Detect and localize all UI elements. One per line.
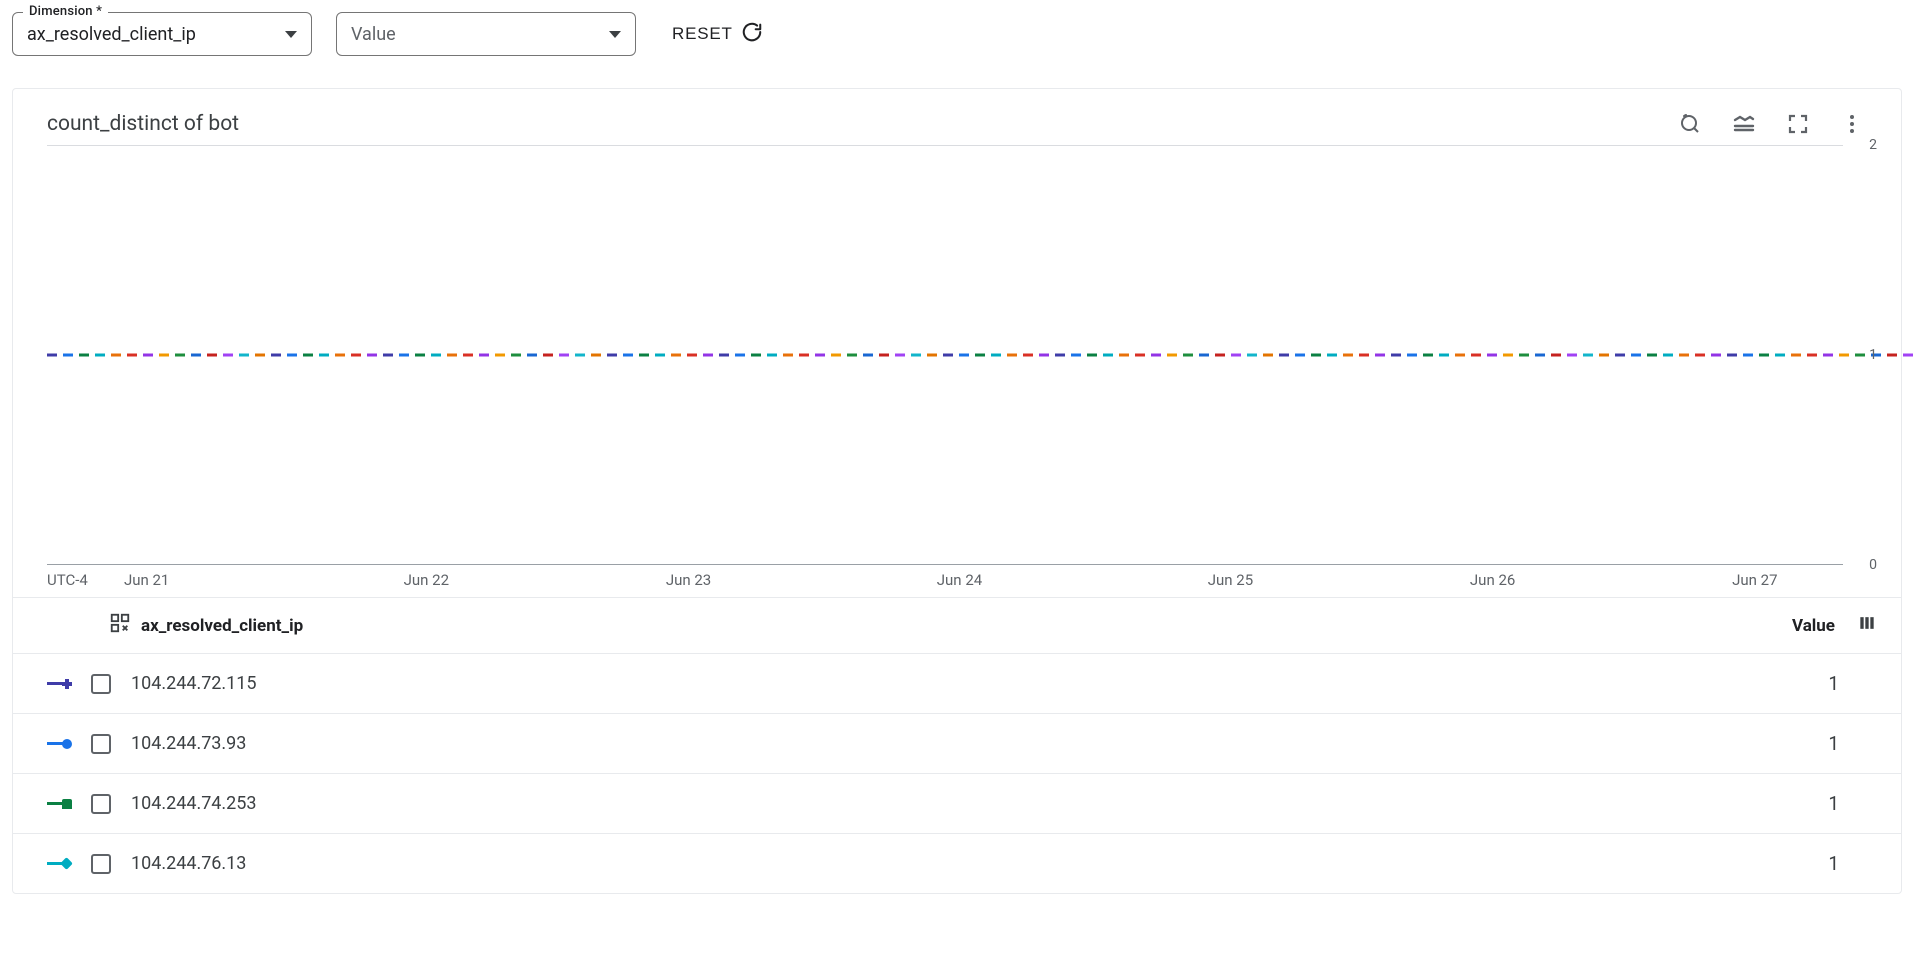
series-label: 104.244.76.13 <box>131 853 1828 874</box>
x-tick: Jun 25 <box>1208 571 1253 589</box>
reset-button-label: RESET <box>672 24 733 44</box>
legend-row[interactable]: 104.244.74.2531 <box>13 774 1901 834</box>
series-label: 104.244.73.93 <box>131 733 1828 754</box>
series-glyph <box>47 739 81 749</box>
chevron-down-icon <box>609 31 621 38</box>
series-checkbox[interactable] <box>91 794 111 814</box>
y-tick: 0 <box>1861 557 1877 573</box>
chart-title: count_distinct of bot <box>47 112 1677 136</box>
x-tick: Jun 27 <box>1732 571 1777 589</box>
dimension-select-label: Dimension * <box>23 4 108 19</box>
x-tick: Jun 24 <box>937 571 982 589</box>
timezone-label: UTC-4 <box>47 571 95 593</box>
y-tick: 1 <box>1861 347 1877 363</box>
reset-button[interactable]: RESET <box>660 13 775 56</box>
zoom-reset-icon[interactable] <box>1677 111 1703 137</box>
chart-plot[interactable]: 210 <box>13 145 1901 565</box>
series-value: 1 <box>1828 672 1877 695</box>
series-line <box>47 354 1843 357</box>
legend-row[interactable]: 104.244.73.931 <box>13 714 1901 774</box>
legend-table: 104.244.72.1151104.244.73.931104.244.74.… <box>13 654 1901 893</box>
series-label: 104.244.72.115 <box>131 673 1828 694</box>
legend-value-header: Value <box>1792 616 1857 636</box>
chart-header: count_distinct of bot <box>13 89 1901 145</box>
x-tick: Jun 23 <box>666 571 711 589</box>
refresh-icon <box>741 21 763 48</box>
filter-row: Dimension * ax_resolved_client_ip Value … <box>12 8 1902 80</box>
dimension-select-value: ax_resolved_client_ip <box>27 24 285 45</box>
series-glyph <box>47 679 81 689</box>
series-checkbox[interactable] <box>91 854 111 874</box>
legend-header: ax_resolved_client_ip Value <box>13 597 1901 654</box>
series-glyph <box>47 799 81 809</box>
series-label: 104.244.74.253 <box>131 793 1828 814</box>
series-checkbox[interactable] <box>91 734 111 754</box>
series-value: 1 <box>1828 852 1877 875</box>
chart-actions <box>1677 111 1877 137</box>
value-select-placeholder: Value <box>351 24 609 45</box>
y-tick: 2 <box>1861 137 1877 153</box>
series-value: 1 <box>1828 732 1877 755</box>
legend-row[interactable]: 104.244.76.131 <box>13 834 1901 893</box>
breakdown-icon[interactable] <box>109 612 131 639</box>
x-axis: UTC-4 Jun 21 Jun 22 Jun 23 Jun 24 Jun 25 Jun … <box>13 565 1901 597</box>
x-tick: Jun 26 <box>1470 571 1515 589</box>
legend-groupby-label: ax_resolved_client_ip <box>141 616 303 636</box>
chevron-down-icon <box>285 31 297 38</box>
x-tick: Jun 22 <box>404 571 449 589</box>
value-select[interactable]: Value <box>336 12 636 56</box>
legend-toggle-icon[interactable] <box>1731 111 1757 137</box>
series-checkbox[interactable] <box>91 674 111 694</box>
chart-card: count_distinct of bot <box>12 88 1902 894</box>
x-tick: Jun 21 <box>124 571 169 589</box>
legend-row[interactable]: 104.244.72.1151 <box>13 654 1901 714</box>
columns-icon[interactable] <box>1857 613 1877 638</box>
dimension-select[interactable]: Dimension * ax_resolved_client_ip <box>12 12 312 56</box>
fullscreen-icon[interactable] <box>1785 111 1811 137</box>
plot-area[interactable] <box>47 145 1843 565</box>
series-value: 1 <box>1828 792 1877 815</box>
series-glyph <box>47 859 81 868</box>
y-axis: 210 <box>1843 145 1877 565</box>
more-menu-icon[interactable] <box>1839 111 1865 137</box>
